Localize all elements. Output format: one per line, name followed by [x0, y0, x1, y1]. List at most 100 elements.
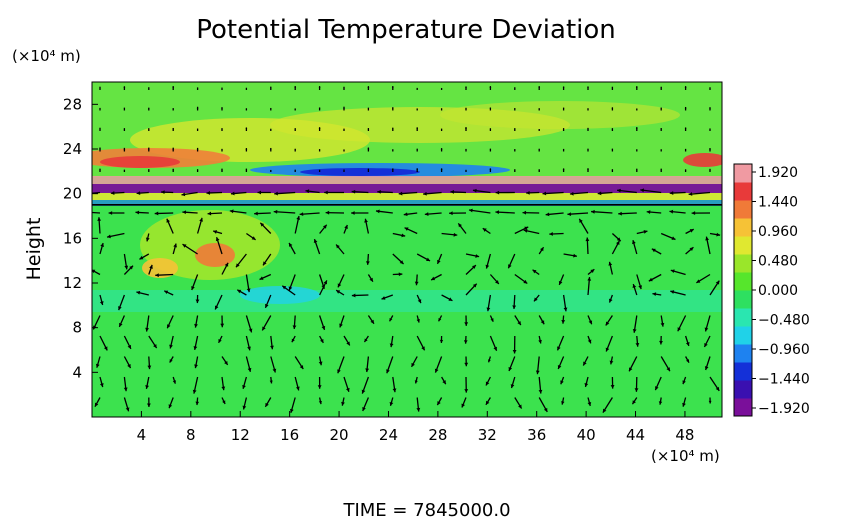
wind-vector — [319, 335, 324, 344]
wind-vector — [245, 127, 248, 131]
wind-vector — [538, 335, 542, 344]
wind-vector — [709, 376, 720, 392]
wind-vector — [636, 274, 642, 290]
wind-vector — [392, 376, 397, 393]
wind-vectors — [92, 86, 721, 413]
wind-vector — [335, 244, 345, 255]
colorbar-swatch — [734, 308, 752, 327]
wind-vector — [414, 274, 419, 286]
wind-vector — [168, 397, 174, 409]
y-tick-label: 16 — [63, 229, 82, 247]
wind-vector — [439, 335, 444, 343]
wind-vector — [365, 253, 370, 265]
blue-band-lower — [92, 200, 722, 206]
wind-vector — [343, 128, 345, 131]
wind-vector — [468, 208, 491, 214]
wind-vector — [669, 209, 686, 214]
wind-vector — [587, 315, 593, 325]
wind-vector — [155, 273, 174, 278]
wind-vector — [196, 217, 203, 234]
wind-vector — [99, 147, 101, 152]
wind-vector — [450, 190, 467, 194]
wind-vector — [343, 224, 348, 234]
wind-vector — [108, 211, 125, 215]
wind-vector — [147, 147, 150, 152]
wind-vector — [449, 211, 467, 216]
wind-vector — [172, 243, 177, 255]
wind-vector — [123, 128, 126, 131]
wind-vector — [465, 283, 478, 296]
wind-vector — [294, 356, 304, 370]
y-tick-label: 8 — [72, 319, 82, 337]
wind-vector — [416, 294, 422, 304]
wind-vector — [514, 226, 529, 235]
wind-vector — [221, 262, 229, 275]
wind-vector — [367, 128, 370, 131]
wind-vector — [318, 86, 321, 90]
cyan-spot — [240, 286, 320, 304]
wind-vector — [561, 397, 565, 405]
wind-vector — [386, 356, 394, 374]
wind-vector — [214, 294, 223, 310]
wind-vector — [507, 253, 516, 269]
wind-vector — [194, 315, 199, 328]
wind-vector — [648, 273, 662, 282]
wind-vector — [270, 128, 272, 131]
wind-vector — [392, 107, 394, 111]
wind-vector — [611, 86, 614, 90]
wind-vector — [602, 397, 613, 413]
wind-vector — [563, 253, 578, 258]
wind-vector — [611, 240, 620, 255]
x-tick-label: 20 — [330, 426, 349, 444]
wind-vector — [118, 294, 126, 311]
wind-vector — [610, 376, 615, 389]
wind-vector — [230, 191, 247, 196]
wind-vector — [363, 335, 369, 343]
wind-vector — [242, 397, 248, 410]
wind-vector — [709, 148, 711, 152]
x-axis: 4 8 12 16 20 24 28 32 36 40 44 48 — [137, 411, 694, 444]
wind-vector — [245, 168, 248, 172]
wind-vector — [270, 107, 272, 111]
wind-vector — [440, 148, 443, 152]
wind-vector — [166, 315, 174, 329]
wind-vector — [660, 315, 665, 327]
wind-vector — [145, 233, 150, 242]
colorbar-swatch — [734, 272, 752, 291]
wind-vector — [99, 86, 101, 90]
wind-vector — [542, 191, 564, 196]
wind-vector — [562, 294, 568, 312]
wind-vector — [654, 376, 662, 391]
deep-blue-upper — [300, 168, 420, 176]
wind-vector — [684, 169, 687, 172]
wind-vector — [611, 148, 614, 152]
wind-vector — [318, 127, 321, 131]
colorbar-swatch — [734, 344, 752, 363]
colorbar-label: −0.960 — [758, 342, 810, 358]
wind-vector — [99, 335, 108, 351]
wind-vector — [514, 315, 522, 326]
colorbar-swatch — [734, 236, 752, 255]
wind-vector — [389, 397, 394, 407]
wind-vector — [512, 335, 517, 354]
wind-vector — [611, 233, 622, 242]
wind-vector — [123, 147, 126, 152]
x-tick-label: 8 — [186, 426, 196, 444]
wind-vector — [587, 168, 589, 172]
wind-vector — [169, 356, 174, 363]
wind-vector — [538, 169, 540, 172]
wind-vector — [259, 222, 272, 234]
wind-vector — [465, 127, 467, 131]
wind-vector — [324, 190, 345, 195]
wind-vector — [587, 335, 592, 344]
wind-vector — [464, 315, 469, 326]
wind-vector — [313, 238, 321, 255]
wind-vector — [289, 397, 296, 413]
wind-vector — [221, 87, 223, 90]
wind-vector — [457, 222, 467, 234]
wind-vector — [318, 149, 321, 152]
wind-vector — [617, 188, 637, 194]
wind-vector — [318, 169, 321, 172]
wind-vector — [391, 168, 394, 172]
